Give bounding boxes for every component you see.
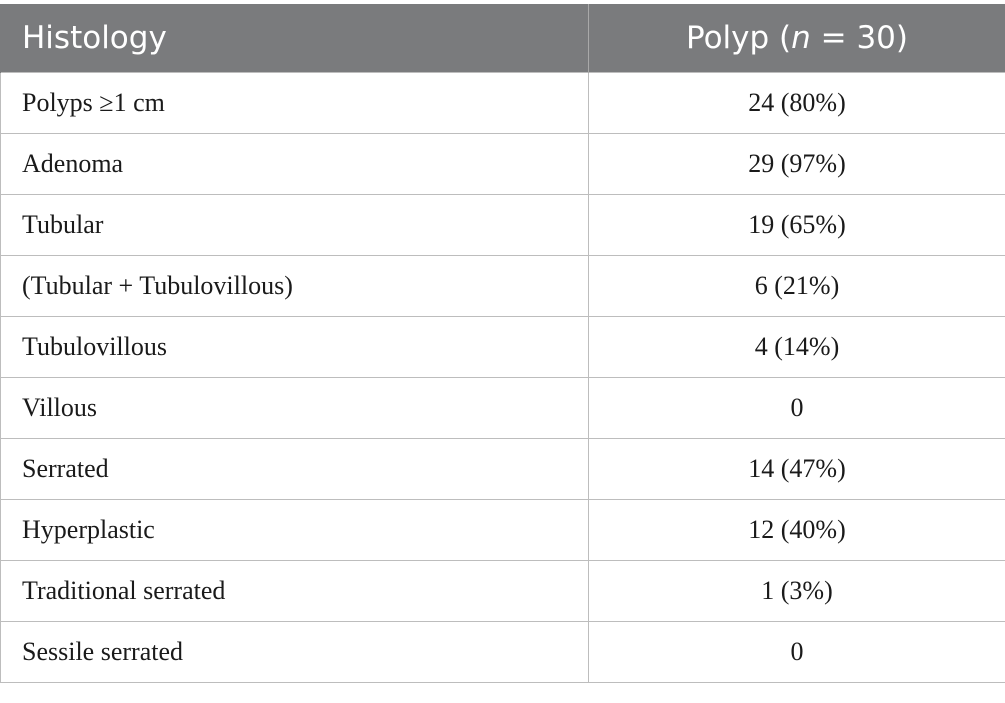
row-label: Sessile serrated bbox=[0, 621, 589, 683]
table-row: Villous 0 bbox=[0, 377, 1005, 439]
table-row: Hyperplastic 12 (40%) bbox=[0, 499, 1005, 561]
row-value: 24 (80%) bbox=[588, 72, 1005, 134]
row-label: (Tubular + Tubulovillous) bbox=[0, 255, 589, 317]
row-value: 29 (97%) bbox=[588, 133, 1005, 195]
table-row: Sessile serrated 0 bbox=[0, 621, 1005, 683]
table-row: Tubular 19 (65%) bbox=[0, 194, 1005, 256]
row-value: 0 bbox=[588, 621, 1005, 683]
table-row: Traditional serrated 1 (3%) bbox=[0, 560, 1005, 622]
table-row: Serrated 14 (47%) bbox=[0, 438, 1005, 500]
histology-table: Histology Polyp (n = 30) Polyps ≥1 cm 24… bbox=[0, 4, 1005, 683]
histology-table-container: Histology Polyp (n = 30) Polyps ≥1 cm 24… bbox=[0, 4, 1005, 683]
row-value: 14 (47%) bbox=[588, 438, 1005, 500]
row-label: Tubulovillous bbox=[0, 316, 589, 378]
row-label: Hyperplastic bbox=[0, 499, 589, 561]
row-value: 6 (21%) bbox=[588, 255, 1005, 317]
row-label: Tubular bbox=[0, 194, 589, 256]
table-row: Tubulovillous 4 (14%) bbox=[0, 316, 1005, 378]
table-header-row: Histology Polyp (n = 30) bbox=[0, 4, 1005, 73]
header-histology: Histology bbox=[0, 4, 589, 73]
row-value: 4 (14%) bbox=[588, 316, 1005, 378]
table-row: (Tubular + Tubulovillous) 6 (21%) bbox=[0, 255, 1005, 317]
row-label: Traditional serrated bbox=[0, 560, 589, 622]
header-polyp-count: Polyp (n = 30) bbox=[588, 4, 1005, 73]
header-polyp-n: n bbox=[791, 20, 811, 56]
row-value: 1 (3%) bbox=[588, 560, 1005, 622]
row-value: 0 bbox=[588, 377, 1005, 439]
row-label: Villous bbox=[0, 377, 589, 439]
row-label: Polyps ≥1 cm bbox=[0, 72, 589, 134]
row-label: Adenoma bbox=[0, 133, 589, 195]
table-row: Adenoma 29 (97%) bbox=[0, 133, 1005, 195]
table-row: Polyps ≥1 cm 24 (80%) bbox=[0, 72, 1005, 134]
row-label: Serrated bbox=[0, 438, 589, 500]
header-polyp-suffix: = 30) bbox=[810, 20, 909, 56]
row-value: 19 (65%) bbox=[588, 194, 1005, 256]
header-polyp-prefix: Polyp ( bbox=[685, 20, 792, 56]
row-value: 12 (40%) bbox=[588, 499, 1005, 561]
